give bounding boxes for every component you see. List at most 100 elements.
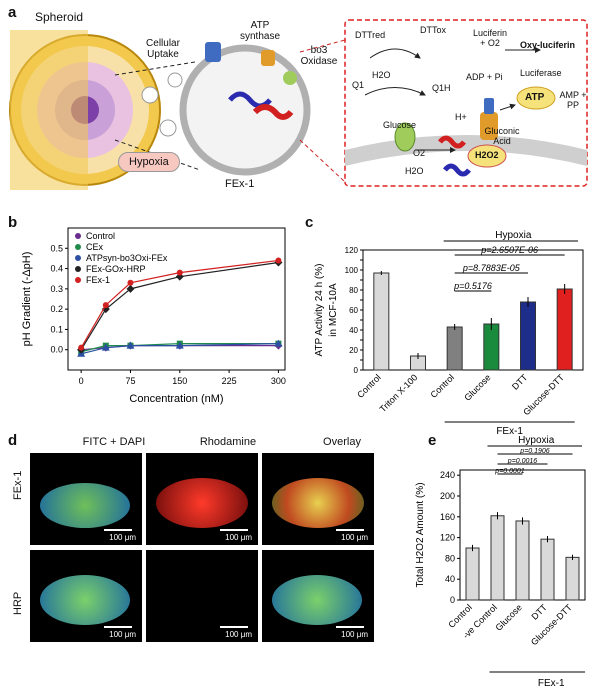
- x-tick-label: 300: [271, 376, 286, 386]
- legend-marker: [75, 277, 81, 283]
- category-label: Triton X-100: [378, 372, 420, 414]
- glucose-label: Glucose: [383, 120, 417, 130]
- chart-b: 0 75 150 225 300 0.0 0.1 0.2 0.3 0.4 0.5 Concentrat…: [21, 227, 286, 405]
- col-rhodamine: Rhodamine: [199, 436, 257, 448]
- chart-e-group-label: FEx-1: [538, 678, 565, 689]
- amp-pp: AMP + PP: [559, 90, 587, 110]
- h2o2-label: H2O2: [475, 150, 499, 160]
- bar: [373, 272, 390, 371]
- micro-fex1-fitc: 100 μm: [30, 453, 142, 545]
- legend-marker: [75, 233, 81, 239]
- cellular-uptake-label: Cellular Uptake: [146, 38, 180, 60]
- legend-entry: ATPsyn-bo3Oxi-FEx: [86, 253, 168, 263]
- pvalue-label: p=2.6507E-06: [480, 245, 538, 255]
- gluconic-acid: Gluconic Acid: [484, 126, 520, 146]
- y-tick-label: 40: [445, 574, 455, 584]
- col-overlay: Overlay: [323, 436, 361, 448]
- chart-c-group-label: FEx-1: [496, 426, 523, 435]
- bar: [520, 301, 536, 371]
- bar: [446, 326, 463, 371]
- category-label: Glucose: [462, 372, 492, 402]
- data-point: [275, 257, 282, 264]
- micro-hrp-overlay: 100 μm: [262, 550, 374, 642]
- fex1-cell-label: FEx-1: [225, 178, 255, 190]
- q1h: Q1H: [432, 83, 451, 93]
- pvalue-label: p=0.1906: [519, 448, 549, 455]
- chart-c-hypoxia: Hypoxia: [495, 230, 532, 241]
- h-plus: H+: [455, 112, 467, 122]
- chart-e-hypoxia: Hypoxia: [518, 435, 555, 446]
- panel-a-letter: a: [8, 4, 17, 21]
- chart-b-ylabel: pH Gradient (-ΔpH): [21, 252, 33, 347]
- data-point: [101, 343, 110, 351]
- bar: [565, 556, 580, 601]
- data-point: [126, 341, 135, 349]
- data-point: [127, 279, 134, 286]
- legend-entry: CEx: [86, 242, 104, 252]
- y-tick-label: 120: [440, 533, 455, 543]
- category-label: Control: [355, 372, 383, 400]
- y-tick-label: 60: [349, 306, 358, 315]
- x-tick-label: 150: [172, 376, 187, 386]
- y-tick-label: 0: [354, 366, 359, 375]
- chart-c-ylabel2: in MCF-10A: [328, 283, 339, 337]
- y-tick-label: 0.5: [50, 243, 63, 253]
- x-tick-label: 225: [222, 376, 237, 386]
- luciferin-o2: Luciferin + O2: [472, 28, 508, 48]
- y-tick-label: 0.4: [50, 264, 63, 274]
- panel-e-letter: e: [428, 432, 437, 449]
- pvalue-label: p=0.5176: [453, 281, 492, 291]
- legend-marker: [75, 266, 81, 272]
- data-point: [78, 344, 85, 351]
- y-tick-label: 0: [450, 595, 455, 605]
- y-tick-label: 240: [440, 470, 455, 480]
- y-tick-label: 120: [345, 246, 359, 255]
- panel-a-schematic: [9, 19, 588, 190]
- x-tick-label: 75: [125, 376, 135, 386]
- micro-fex1-overlay: 100 μm: [262, 453, 374, 545]
- oxy-luciferin: Oxy-luciferin: [520, 40, 576, 50]
- atp-label: ATP: [525, 92, 545, 103]
- hypoxia-badge: Hypoxia: [118, 152, 180, 172]
- micro-hrp-rhodamine: 100 μm: [146, 550, 258, 642]
- bar: [465, 547, 480, 601]
- panel-c-letter: c: [305, 214, 314, 231]
- data-point: [274, 339, 283, 347]
- chart-b-frame: [67, 227, 286, 371]
- y-tick-label: 20: [349, 346, 358, 355]
- pvalue-label: p=0.0016: [507, 458, 537, 465]
- h2o: H2O: [372, 70, 391, 80]
- y-tick-label: 0.1: [50, 324, 63, 334]
- legend-marker: [75, 244, 81, 250]
- pvalue-label: p=0.0001: [494, 468, 524, 475]
- y-tick-label: 0.0: [50, 345, 63, 355]
- y-tick-label: 0.2: [50, 304, 63, 314]
- bar: [483, 323, 500, 371]
- o2-label: O2: [413, 148, 426, 158]
- pvalue-label: p=8.7883E-05: [462, 263, 521, 273]
- q1: Q1: [352, 80, 365, 90]
- y-tick-label: 160: [440, 512, 455, 522]
- y-tick-label: 80: [349, 286, 358, 295]
- data-point: [101, 305, 110, 314]
- y-tick-label: 200: [440, 491, 455, 501]
- legend-marker: [75, 255, 81, 261]
- panel-b-letter: b: [8, 214, 18, 231]
- legend-entry: FEx-1: [86, 275, 110, 285]
- chart-e-ylabel: Total H2O2 Amount (%): [415, 482, 426, 587]
- y-tick-label: 80: [445, 553, 455, 563]
- legend-entry: FEx-GOx-HRP: [86, 264, 146, 274]
- dtt-red: DTTred: [355, 30, 386, 40]
- h2o-b-label: H2O: [405, 166, 424, 176]
- category-label: Glucose: [493, 602, 523, 632]
- row-hrp: HRP: [12, 591, 24, 615]
- category-label: Control: [428, 372, 456, 400]
- y-tick-label: 0.3: [50, 284, 63, 294]
- y-tick-label: 100: [345, 266, 359, 275]
- atp-synthase-label: ATP synthase: [239, 20, 281, 42]
- bar: [490, 515, 505, 601]
- chart-c-ylabel: ATP Activity 24 h (%): [314, 264, 325, 357]
- spheroid-label: Spheroid: [35, 10, 84, 24]
- bar: [515, 520, 530, 601]
